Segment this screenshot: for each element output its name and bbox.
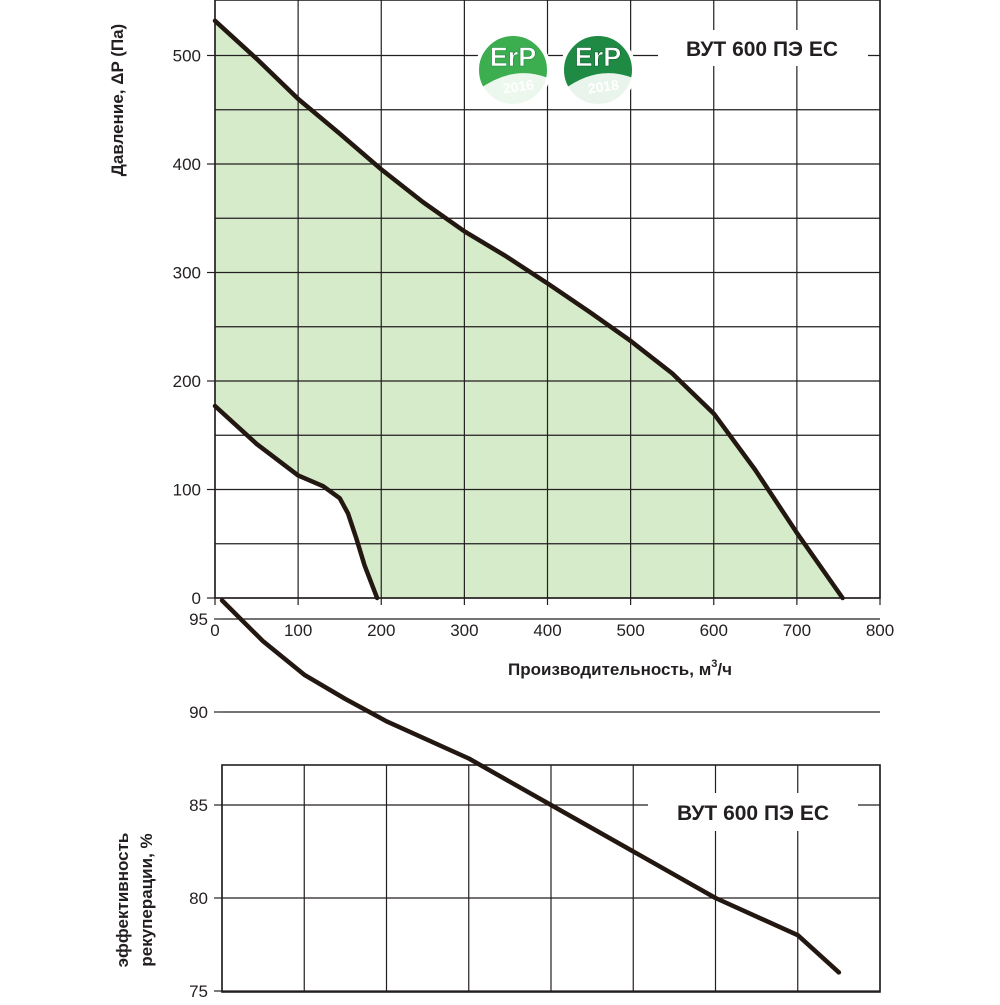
- x-tick-label: 100: [284, 621, 312, 640]
- x-tick-label: 600: [700, 621, 728, 640]
- y-tick-label: 400: [173, 155, 201, 174]
- erp-2018-year: 2018: [587, 76, 620, 96]
- efficiency-curve: [219, 598, 842, 975]
- erp-2016-badge-icon: ErP 2016: [475, 32, 551, 108]
- flow-x-axis-label: Производительность, м3/ч: [508, 658, 732, 679]
- y-tick-label: 80: [189, 889, 208, 908]
- model-label-bg-top: [658, 30, 868, 66]
- efficiency-y-ticks: 75 80 85 90 95: [189, 610, 222, 1001]
- y-tick-label: 95: [189, 610, 208, 629]
- working-area-fill: [215, 20, 843, 599]
- x-tick-label: 300: [450, 621, 478, 640]
- model-label-bottom: ВУТ 600 ПЭ ЕС: [677, 802, 829, 825]
- x-tick-label: 200: [367, 621, 395, 640]
- pressure-y-axis-label: Давление, ΔP (Па): [108, 24, 127, 176]
- x-tick-label: 500: [616, 621, 644, 640]
- max-pressure-curve: [212, 18, 845, 601]
- x-tick-label: 400: [533, 621, 561, 640]
- efficiency-plot-frame: [221, 764, 881, 993]
- y-tick-label: 75: [189, 982, 208, 1000]
- erp-2018-title: ErP: [575, 42, 622, 72]
- y-tick-label: 500: [173, 47, 201, 66]
- y-tick-label: 100: [173, 481, 201, 500]
- erp-2018-badge-icon: ErP 2018: [560, 32, 636, 108]
- y-tick-label: 300: [173, 264, 201, 283]
- model-label-bg-bottom: [648, 793, 858, 831]
- y-tick-label: 0: [192, 589, 201, 608]
- efficiency-chart: 75 80 85 90 95 ВУТ 600 ПЭ ЕС эффективность р…: [113, 598, 881, 1001]
- pressure-y-ticks: 0 100 200 300 400 500: [173, 47, 215, 608]
- efficiency-y-label-line2: рекуперации, %: [137, 833, 156, 966]
- efficiency-y-label-line1: эффективность: [113, 833, 132, 968]
- pressure-chart: 0 100 200 300 400 500 600 700 800 0 100 200 300 400 5…: [108, 0, 894, 679]
- y-tick-label: 200: [173, 372, 201, 391]
- y-tick-label: 85: [189, 796, 208, 815]
- x-tick-label: 700: [783, 621, 811, 640]
- erp-2016-year: 2016: [502, 76, 535, 96]
- x-tick-label: 0: [210, 621, 219, 640]
- min-pressure-curve: [212, 403, 380, 601]
- y-tick-label: 90: [189, 703, 208, 722]
- pressure-x-ticks: 0 100 200 300 400 500 600 700 800: [210, 598, 894, 640]
- erp-2016-title: ErP: [490, 42, 537, 72]
- model-label-top: ВУТ 600 ПЭ ЕС: [686, 38, 838, 61]
- x-tick-label: 800: [866, 621, 894, 640]
